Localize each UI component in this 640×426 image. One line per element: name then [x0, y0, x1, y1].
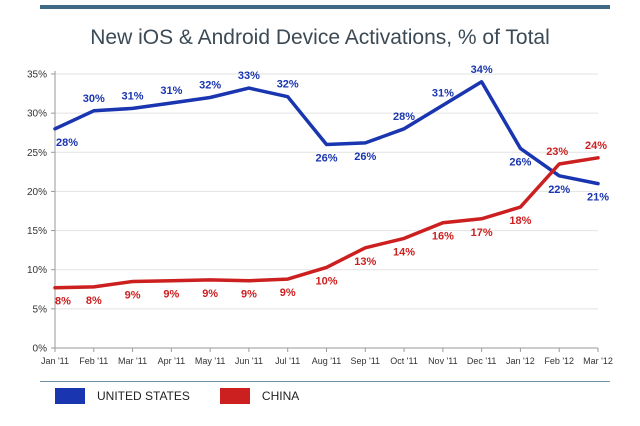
x-tick-label: Mar '11 — [118, 356, 147, 366]
y-tick-label: 20% — [27, 187, 47, 198]
chart-legend: UNITED STATES CHINA — [55, 388, 329, 404]
legend-item-china: CHINA — [219, 388, 300, 404]
x-tick-label: Jun '11 — [235, 356, 263, 366]
series-line-china — [53, 156, 600, 290]
y-tick-label: 15% — [27, 226, 47, 237]
x-tick-label: Jan '11 — [41, 356, 69, 366]
legend-swatch-china — [219, 388, 250, 404]
data-label-united-states: 28% — [56, 137, 78, 149]
data-label-china: 8% — [86, 295, 102, 307]
data-label-united-states: 30% — [83, 93, 105, 105]
data-label-china: 9% — [163, 289, 179, 301]
data-label-china: 8% — [55, 296, 71, 308]
data-label-united-states: 34% — [471, 64, 493, 76]
data-label-united-states: 31% — [122, 90, 144, 102]
data-label-china: 9% — [125, 289, 141, 301]
chart-title: New iOS & Android Device Activations, % … — [90, 26, 550, 49]
x-tick-label: Jan '12 — [506, 356, 535, 366]
bottom-rule — [40, 381, 610, 382]
data-label-united-states: 31% — [432, 87, 454, 99]
data-label-china: 24% — [585, 140, 607, 152]
data-label-china: 13% — [354, 256, 376, 268]
legend-label-united-states: UNITED STATES — [97, 389, 190, 403]
data-label-china: 17% — [471, 227, 493, 239]
y-tick-label: 25% — [27, 148, 47, 159]
data-label-united-states: 22% — [548, 184, 570, 196]
data-label-china: 10% — [315, 275, 337, 287]
y-tick-label: 0% — [33, 344, 48, 355]
data-label-china: 14% — [393, 246, 415, 258]
data-label-china: 9% — [280, 287, 296, 299]
x-tick-label: Sep '11 — [350, 356, 380, 366]
data-label-united-states: 21% — [587, 192, 609, 204]
top-rule — [40, 5, 610, 9]
x-tick-label: Dec '11 — [467, 356, 497, 366]
x-tick-label: Aug '11 — [312, 356, 342, 366]
x-tick-label: May '11 — [195, 356, 226, 366]
data-label-united-states: 31% — [160, 85, 182, 97]
data-label-united-states: 26% — [509, 156, 531, 168]
data-label-united-states: 32% — [199, 79, 221, 91]
y-tick-label: 5% — [33, 304, 48, 315]
x-tick-label: Nov '11 — [428, 356, 458, 366]
y-tick-label: 10% — [27, 265, 47, 276]
x-tick-label: Oct '11 — [390, 356, 418, 366]
data-label-china: 23% — [546, 146, 568, 158]
data-label-united-states: 32% — [277, 79, 299, 91]
y-tick-label: 35% — [27, 70, 47, 81]
data-label-china: 9% — [202, 288, 218, 300]
x-tick-label: Apr '11 — [158, 356, 186, 366]
data-label-china: 9% — [241, 289, 257, 301]
series-line-united-states — [53, 80, 600, 186]
data-label-china: 16% — [432, 231, 454, 243]
line-chart: 0% 5% 10% 15% 20% 25% 30% 35% Jan '11 Feb '11 Mar … — [27, 64, 613, 366]
legend-label-china: CHINA — [261, 389, 300, 403]
data-label-united-states: 26% — [354, 151, 376, 163]
data-label-china: 18% — [509, 215, 531, 227]
x-tick-label: Mar '12 — [583, 356, 613, 366]
data-label-united-states: 33% — [238, 70, 260, 82]
legend-item-united-states: UNITED STATES — [55, 388, 190, 404]
legend-swatch-united-states — [55, 388, 85, 404]
x-tick-label: Feb '11 — [79, 356, 108, 366]
y-tick-label: 30% — [27, 109, 47, 120]
x-tick-label: Feb '12 — [544, 356, 574, 366]
data-label-united-states: 26% — [315, 152, 337, 164]
data-label-united-states: 28% — [393, 111, 415, 123]
x-tick-label: Jul '11 — [275, 356, 300, 366]
